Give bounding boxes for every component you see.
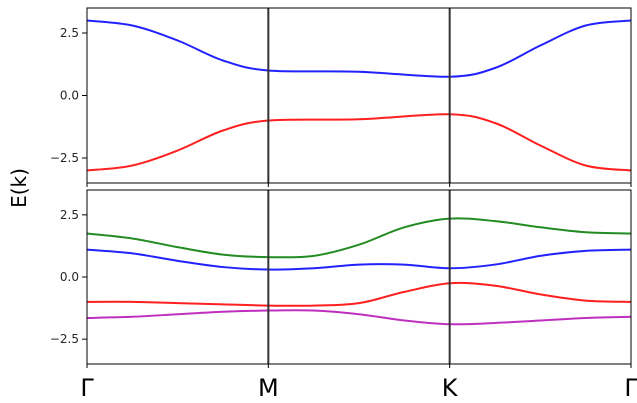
bottom-ytick-label-1: 0.0 xyxy=(60,270,79,284)
bottom-panel: −2.5 0.0 2.5 xyxy=(50,189,632,368)
top-panel: −2.5 0.0 2.5 xyxy=(50,7,632,187)
top-ytick-label-2: 2.5 xyxy=(60,26,79,40)
bottom-axes-frame xyxy=(86,189,632,365)
kpoint-label-3: Γ xyxy=(624,374,637,402)
top-ytick-label-1: 0.0 xyxy=(60,89,79,103)
bottom-band-blue-line xyxy=(86,248,632,271)
bottom-ytick-label-2: 2.5 xyxy=(60,208,79,222)
kpoint-label-0: Γ xyxy=(80,374,94,402)
top-ytick-label-0: −2.5 xyxy=(50,151,79,165)
top-band-blue-line xyxy=(86,19,632,78)
bottom-band-magenta-line xyxy=(86,309,632,326)
top-band-red-line xyxy=(86,113,632,172)
kpoint-label-2: K xyxy=(442,374,459,402)
kpoint-label-1: M xyxy=(258,374,279,402)
top-axes-frame xyxy=(86,7,632,184)
y-axis-label: E(k) xyxy=(7,168,31,208)
bottom-band-red-line xyxy=(86,281,632,307)
bottom-ytick-label-0: −2.5 xyxy=(50,332,79,346)
bottom-band-green-line xyxy=(86,217,632,259)
